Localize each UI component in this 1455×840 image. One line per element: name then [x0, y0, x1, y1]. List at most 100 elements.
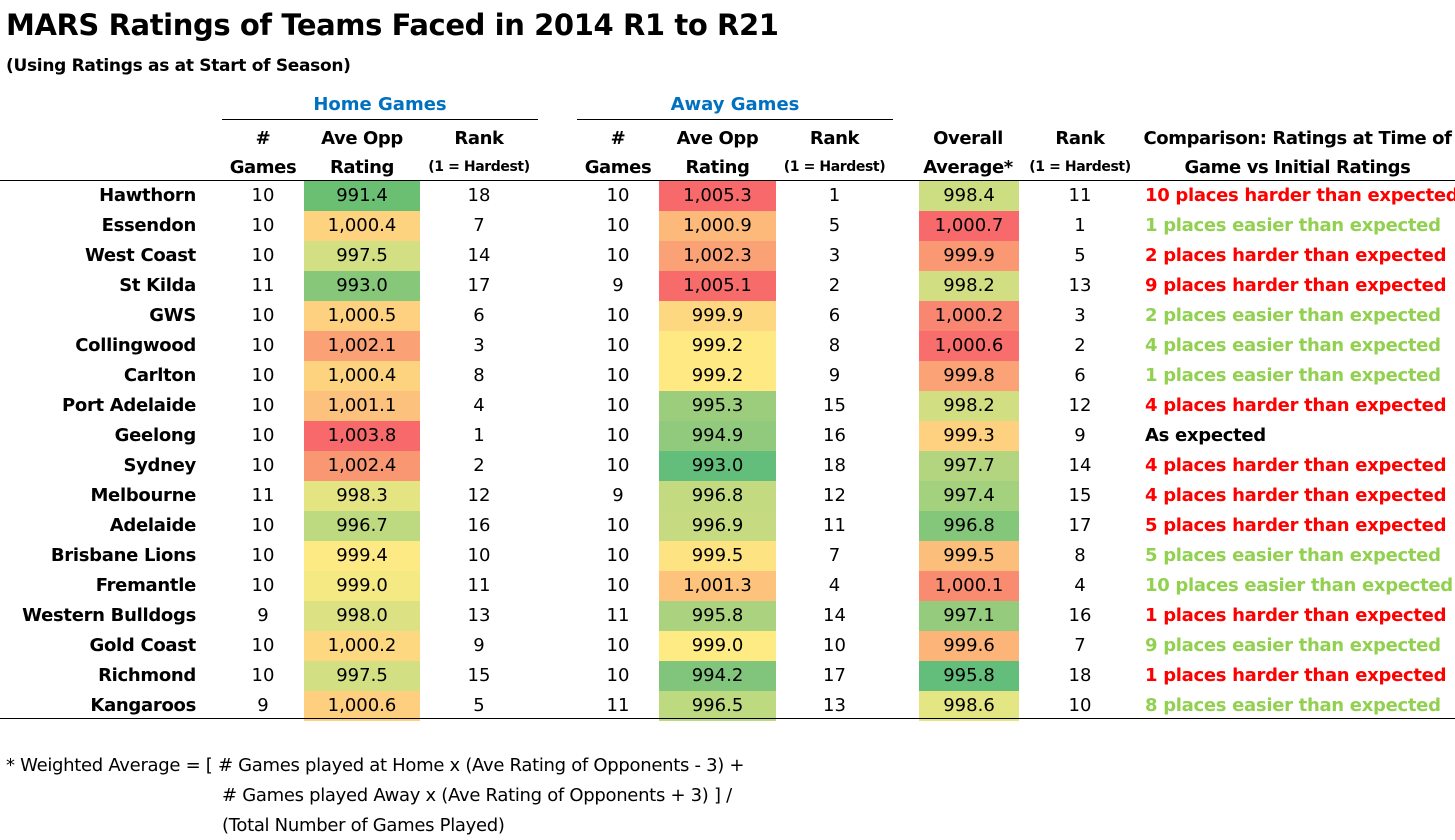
home-rank: 17: [467, 275, 491, 296]
header-away-ave: Ave Opp Rating: [659, 124, 776, 182]
header-overall-line1: Overall: [933, 128, 1003, 149]
header-comparison: Comparison: Ratings at Time of Game vs I…: [1140, 124, 1455, 182]
overall-rank: 16: [1068, 605, 1092, 626]
home-ave-rating: 1,003.8: [304, 421, 420, 451]
team-name: Fremantle: [95, 575, 197, 596]
home-ave-rating: 1,002.1: [304, 331, 420, 361]
home-games: 10: [251, 335, 275, 356]
comparison-text: 2 places harder than expected: [1145, 245, 1447, 266]
home-rank: 12: [467, 485, 491, 506]
header-comparison-line1: Comparison: Ratings at Time of: [1143, 128, 1452, 149]
comparison-text: 1 places easier than expected: [1145, 215, 1441, 236]
home-rank: 10: [467, 545, 491, 566]
away-ave-rating: 995.3: [659, 391, 776, 421]
overall-average: 1,000.6: [919, 331, 1019, 361]
table-row: Essendon 10 1,000.4 7 10 1,000.9 5 1,000.7 1 1 pl…: [0, 211, 1455, 241]
table-row: Brisbane Lions 10 999.4 10 10 999.5 7 999.5 8 5 p…: [0, 541, 1455, 571]
table-row: Collingwood 10 1,002.1 3 10 999.2 8 1,000.6 2 4 p…: [0, 331, 1455, 361]
team-name: West Coast: [84, 245, 196, 266]
comparison-text: 1 places harder than expected: [1145, 665, 1447, 686]
away-ave-rating: 999.2: [659, 331, 776, 361]
header-home-rank: Rank (1 = Hardest): [420, 124, 538, 182]
footnote-line-3: (Total Number of Games Played): [222, 815, 505, 836]
table-row: Gold Coast 10 1,000.2 9 10 999.0 10 999.6 7 9 pla…: [0, 631, 1455, 661]
header-away-rank-line1: Rank: [809, 128, 860, 149]
home-rank: 9: [473, 635, 485, 656]
header-away-rank-line2: (1 = Hardest): [783, 159, 886, 175]
header-home-rank-line1: Rank: [454, 128, 504, 149]
comparison-text: 10 places harder than expected: [1145, 185, 1455, 206]
overall-rank: 10: [1068, 695, 1092, 716]
away-games: 10: [606, 455, 630, 476]
away-rank: 17: [823, 665, 846, 686]
overall-average: 1,000.7: [919, 211, 1019, 241]
comparison-text: 4 places easier than expected: [1145, 335, 1441, 356]
away-ave-rating: 999.9: [659, 301, 776, 331]
home-games: 10: [251, 665, 275, 686]
away-ave-rating: 996.9: [659, 511, 776, 541]
home-rank: 16: [467, 515, 491, 536]
away-games: 10: [606, 185, 630, 206]
away-ave-rating: 1,001.3: [659, 571, 776, 601]
overall-rank: 18: [1068, 665, 1092, 686]
header-home-games-line1: #: [255, 128, 271, 149]
header-away-games-line1: #: [610, 128, 626, 149]
home-ave-rating: 997.5: [304, 661, 420, 691]
away-ave-rating: 1,005.3: [659, 181, 776, 211]
team-name: Richmond: [98, 665, 196, 686]
overall-rank: 1: [1074, 215, 1086, 236]
comparison-text: 2 places easier than expected: [1145, 305, 1441, 326]
home-games: 10: [251, 515, 275, 536]
overall-average: 997.1: [919, 601, 1019, 631]
team-name: Kangaroos: [90, 695, 196, 716]
away-games: 10: [606, 365, 630, 386]
table-top-rule: [0, 180, 1455, 181]
home-group-underline: [222, 119, 538, 120]
home-rank: 4: [473, 395, 485, 416]
overall-average: 998.2: [919, 271, 1019, 301]
away-rank: 8: [828, 335, 841, 356]
header-home-games: # Games: [222, 124, 304, 182]
home-ave-rating: 997.5: [304, 241, 420, 271]
away-rank: 15: [823, 395, 846, 416]
team-name: Western Bulldogs: [22, 605, 196, 626]
overall-rank: 17: [1068, 515, 1092, 536]
overall-average: 998.4: [919, 181, 1019, 211]
home-rank: 6: [473, 305, 485, 326]
away-games: 10: [606, 665, 630, 686]
home-ave-rating: 1,000.6: [304, 691, 420, 721]
home-games: 10: [251, 365, 275, 386]
home-games: 10: [251, 545, 275, 566]
overall-average: 1,000.1: [919, 571, 1019, 601]
header-comparison-line2: Game vs Initial Ratings: [1184, 157, 1411, 178]
header-home-ave-line2: Rating: [329, 157, 395, 178]
team-name: Collingwood: [75, 335, 196, 356]
overall-average: 995.8: [919, 661, 1019, 691]
header-overall-rank-line1: Rank: [1055, 128, 1105, 149]
header-away-rank: Rank (1 = Hardest): [776, 124, 893, 182]
home-games: 10: [251, 455, 275, 476]
home-rank: 1: [473, 425, 485, 446]
away-games: 10: [606, 575, 630, 596]
header-away-ave-line1: Ave Opp: [676, 128, 759, 149]
away-games: 10: [606, 515, 630, 536]
overall-rank: 3: [1074, 305, 1086, 326]
team-name: St Kilda: [119, 275, 196, 296]
away-games-group-header: Away Games: [670, 94, 800, 115]
away-games: 10: [606, 245, 630, 266]
overall-rank: 2: [1074, 335, 1086, 356]
away-ave-rating: 1,000.9: [659, 211, 776, 241]
home-games: 10: [251, 425, 275, 446]
away-rank: 6: [828, 305, 841, 326]
away-games: 11: [606, 605, 630, 626]
table-row: Hawthorn 10 991.4 18 10 1,005.3 1 998.4 11 10 pla…: [0, 181, 1455, 211]
team-name: Geelong: [114, 425, 197, 446]
away-rank: 13: [823, 695, 846, 716]
header-home-games-line2: Games: [229, 157, 297, 178]
home-games-group-header: Home Games: [313, 94, 447, 115]
header-overall-line2: Average*: [923, 157, 1013, 178]
table-row: GWS 10 1,000.5 6 10 999.9 6 1,000.2 3 2 places ea…: [0, 301, 1455, 331]
away-games: 9: [612, 275, 624, 296]
home-ave-rating: 1,000.4: [304, 211, 420, 241]
away-rank: 2: [828, 275, 841, 296]
